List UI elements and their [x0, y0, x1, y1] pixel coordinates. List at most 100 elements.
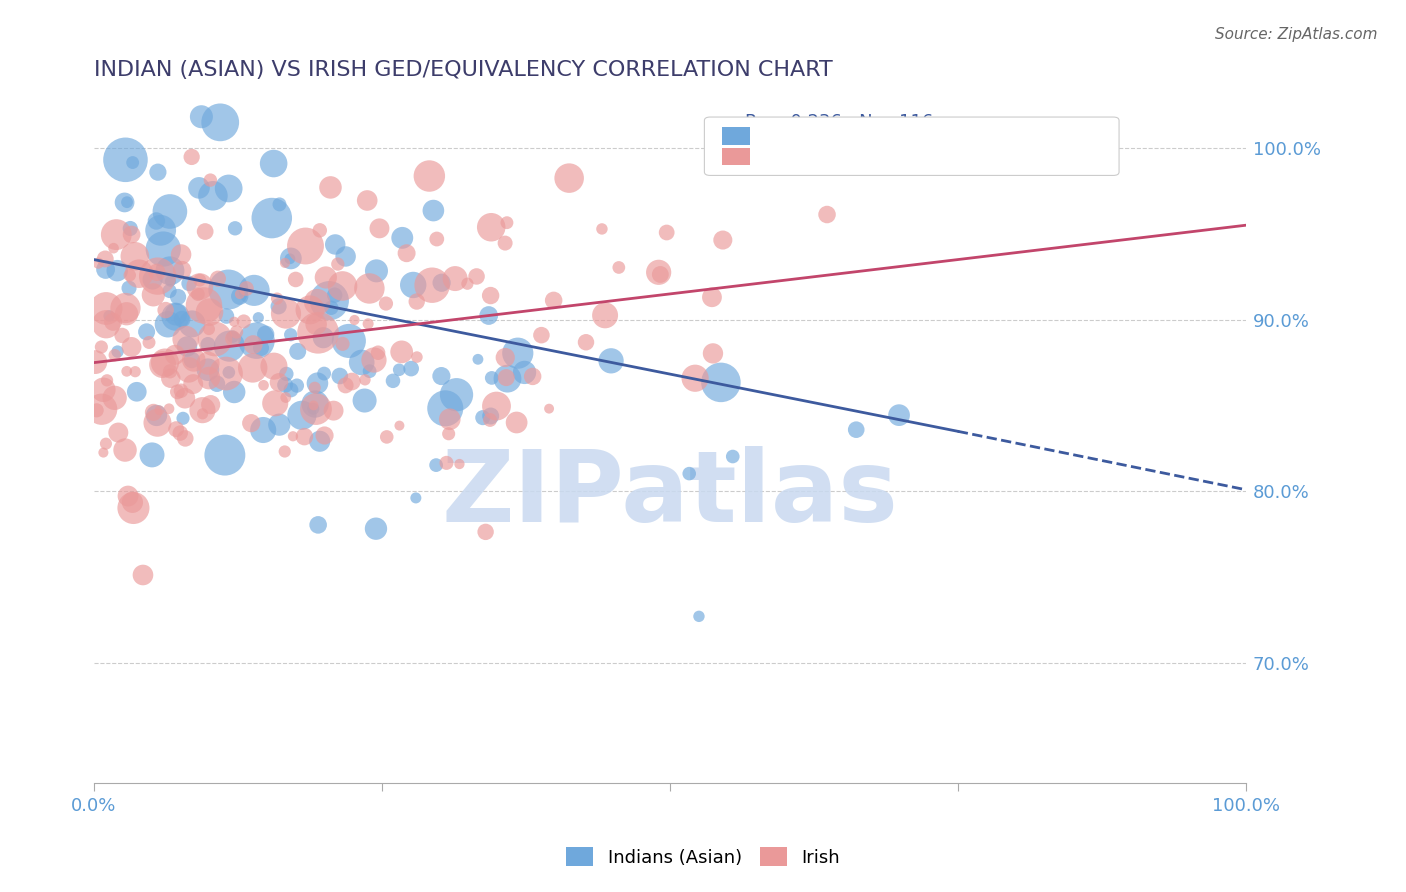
Irish	[103, 241, 125, 255]
Indians (Asian)	[391, 231, 413, 245]
Irish	[711, 233, 734, 247]
Indians (Asian)	[114, 195, 136, 210]
Irish	[165, 422, 187, 436]
Indians (Asian)	[308, 434, 330, 449]
Irish	[240, 416, 263, 430]
Irish	[356, 194, 378, 208]
Irish	[444, 271, 467, 285]
Indians (Asian)	[285, 378, 308, 392]
Indians (Asian)	[335, 250, 357, 264]
Indians (Asian)	[887, 408, 910, 422]
Irish	[94, 436, 117, 450]
Irish	[388, 418, 411, 433]
Indians (Asian)	[245, 334, 267, 348]
Irish	[174, 391, 197, 405]
Irish	[479, 220, 502, 235]
Irish	[496, 216, 519, 230]
Indians (Asian)	[323, 288, 346, 302]
Irish	[274, 391, 297, 405]
Irish	[90, 402, 112, 417]
Irish	[93, 445, 115, 459]
Irish	[163, 348, 186, 362]
Irish	[204, 332, 226, 346]
Bar	[721, 128, 751, 145]
Irish	[281, 429, 304, 443]
Irish	[343, 313, 366, 327]
Indians (Asian)	[263, 156, 285, 170]
Irish	[332, 279, 354, 293]
Indians (Asian)	[350, 355, 373, 369]
Indians (Asian)	[845, 423, 868, 437]
Irish	[174, 432, 197, 446]
Irish	[558, 171, 581, 186]
Irish	[479, 288, 502, 302]
Irish	[148, 403, 170, 417]
Irish	[104, 348, 127, 362]
Irish	[307, 326, 329, 340]
Legend: Indians (Asian), Irish: Indians (Asian), Irish	[558, 840, 848, 874]
Irish	[225, 325, 247, 339]
Irish	[437, 426, 460, 441]
Indians (Asian)	[388, 363, 411, 377]
Irish	[314, 428, 336, 442]
Irish	[115, 364, 138, 378]
Irish	[197, 356, 219, 370]
Irish	[479, 413, 502, 427]
Indians (Asian)	[94, 262, 117, 277]
Irish	[406, 350, 429, 364]
Indians (Asian)	[218, 339, 240, 353]
Irish	[359, 281, 381, 295]
Irish	[474, 524, 496, 539]
Indians (Asian)	[165, 307, 187, 321]
Indians (Asian)	[224, 221, 246, 235]
Indians (Asian)	[190, 110, 212, 124]
Indians (Asian)	[478, 309, 501, 323]
Irish	[115, 307, 138, 321]
Irish	[188, 279, 211, 293]
Indians (Asian)	[114, 153, 136, 167]
Irish	[132, 568, 155, 582]
Irish	[194, 225, 217, 239]
Indians (Asian)	[269, 197, 291, 211]
Indians (Asian)	[430, 369, 453, 384]
Indians (Asian)	[688, 609, 710, 624]
Indians (Asian)	[710, 376, 733, 390]
Indians (Asian)	[172, 411, 194, 425]
Irish	[264, 396, 287, 410]
Irish	[308, 223, 330, 237]
Irish	[142, 405, 165, 419]
Irish	[505, 416, 527, 430]
Irish	[252, 378, 274, 392]
Indians (Asian)	[287, 344, 309, 359]
Indians (Asian)	[98, 309, 121, 323]
Irish	[159, 364, 181, 378]
Irish	[655, 226, 678, 240]
Irish	[90, 340, 112, 354]
Indians (Asian)	[280, 327, 302, 342]
Indians (Asian)	[218, 365, 240, 379]
Irish	[155, 303, 177, 318]
Irish	[198, 322, 221, 336]
Irish	[294, 429, 316, 443]
Text: R = -0.236   N = 116: R = -0.236 N = 116	[745, 113, 934, 131]
Irish	[142, 288, 165, 302]
Irish	[94, 317, 117, 331]
Indians (Asian)	[276, 367, 298, 381]
Indians (Asian)	[307, 376, 329, 391]
FancyBboxPatch shape	[704, 117, 1119, 176]
Bar	[721, 148, 751, 165]
Indians (Asian)	[304, 397, 326, 411]
Indians (Asian)	[280, 252, 302, 266]
Irish	[367, 345, 389, 359]
Irish	[242, 360, 264, 375]
Indians (Asian)	[149, 223, 172, 237]
Irish	[815, 207, 838, 221]
Irish	[395, 246, 418, 260]
Indians (Asian)	[156, 318, 179, 332]
Indians (Asian)	[422, 203, 444, 218]
Indians (Asian)	[217, 283, 239, 297]
Irish	[538, 401, 561, 416]
Irish	[302, 399, 325, 413]
Indians (Asian)	[201, 188, 224, 202]
Indians (Asian)	[252, 423, 274, 437]
